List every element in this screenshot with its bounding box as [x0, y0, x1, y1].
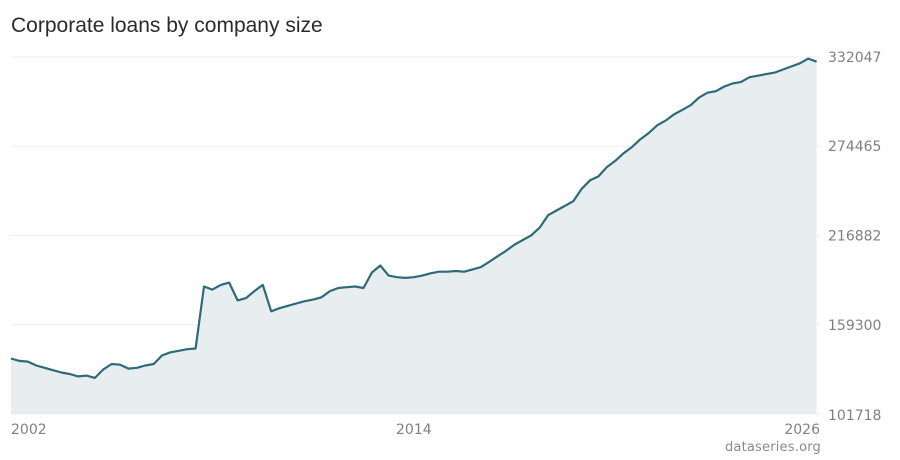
x-tick-label: 2014 [396, 422, 432, 438]
y-tick-label: 332047 [828, 50, 881, 66]
series-area [11, 58, 817, 414]
y-tick-label: 101718 [828, 408, 881, 424]
chart-title: Corporate loans by company size [11, 14, 323, 37]
series-line [10, 57, 817, 379]
y-tick-label: 274465 [828, 139, 881, 155]
x-axis-ticks: 2002 2014 2026 [11, 422, 820, 438]
y-tick-label: 216882 [828, 229, 881, 245]
source-label: dataseries.org [724, 440, 821, 455]
x-tick-label: 2002 [11, 422, 47, 438]
y-axis-ticks: 101718 159300 216882 274465 332047 [828, 50, 881, 424]
x-tick-label: 2026 [784, 422, 820, 438]
y-tick-label: 159300 [828, 318, 881, 334]
